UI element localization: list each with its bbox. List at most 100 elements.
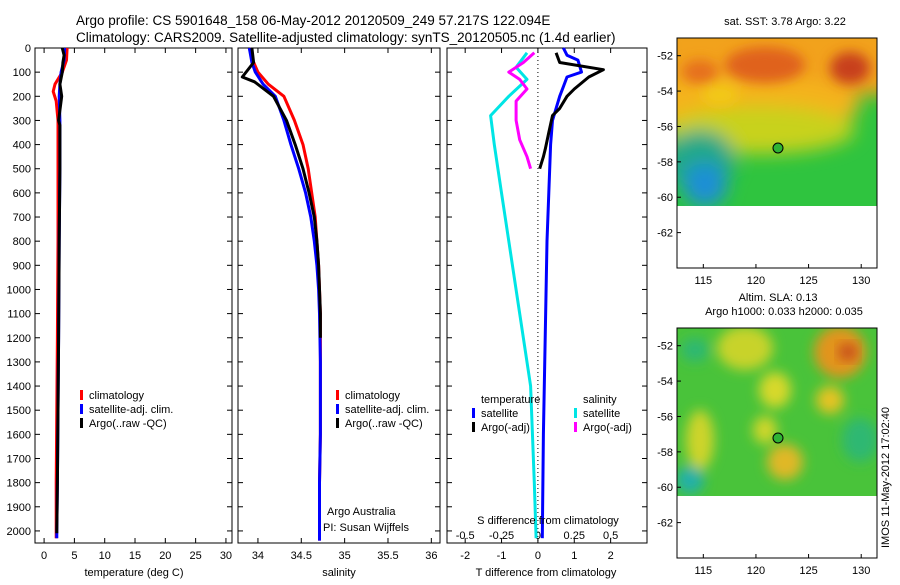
depth-tick-label: 1500 xyxy=(7,405,31,417)
legend-swatch xyxy=(472,408,475,418)
sla-field xyxy=(677,328,877,496)
sst-field xyxy=(677,38,877,206)
argo-float-marker-sla xyxy=(772,432,784,444)
difference-panel: -2 -1 0 1 2 -0.5 -0.25 0 0.25 0.5 temperature sat… xyxy=(446,47,648,579)
depth-tick-label: 1100 xyxy=(7,309,31,321)
legend-swatch xyxy=(472,422,475,432)
latitude-tick-label: -54 xyxy=(657,376,673,388)
s-diff-tick-label: -0.5 xyxy=(456,530,475,542)
legend-label: climatology xyxy=(345,390,401,402)
depth-tick-label: 1900 xyxy=(7,502,31,514)
latitude-tick-label: -54 xyxy=(657,86,673,98)
s-difference-label: S difference from climatology xyxy=(477,515,619,527)
difference-legend: temperature satellite Argo(-adj) salinity sa… xyxy=(472,394,632,434)
legend-group-title: salinity xyxy=(583,394,617,406)
legend-swatch xyxy=(80,418,83,428)
annotation-pi: PI: Susan Wijffels xyxy=(323,522,409,534)
latitude-tick-label: -56 xyxy=(657,411,673,423)
t-difference-label: T difference from climatology xyxy=(476,567,617,579)
x-tick-label: 0 xyxy=(535,550,541,562)
sla-map-subtitle: Argo h1000: 0.033 h2000: 0.035 xyxy=(705,306,863,318)
depth-tick-label: 300 xyxy=(13,115,31,127)
x-tick-label: 1 xyxy=(571,550,577,562)
s-diff-tick-label: -0.25 xyxy=(489,530,514,542)
legend-label: Argo(..raw -QC) xyxy=(89,418,167,430)
salinity-panel: 34 34.5 35 35.5 36 climatology satellite-adj.… xyxy=(237,47,441,579)
latitude-tick-label: -62 xyxy=(657,228,673,240)
sla-map-panel: Altim. SLA: 0.13 Argo h1000: 0.033 h2000… xyxy=(657,292,878,577)
sla-map-title: Altim. SLA: 0.13 xyxy=(739,292,818,304)
sst-map-panel: sat. SST: 3.78 Argo: 3.22 115 120 125 130 -5… xyxy=(657,16,878,287)
salinity-x-ticks: 34 34.5 35 35.5 36 xyxy=(238,47,440,562)
latitude-tick-label: -52 xyxy=(657,51,673,63)
s-diff-tick-label: 0 xyxy=(535,530,541,542)
depth-tick-label: 800 xyxy=(13,236,31,248)
legend-swatch xyxy=(80,404,83,414)
depth-tick-label: 2000 xyxy=(7,526,31,538)
temperature-axes-frame xyxy=(34,47,233,544)
legend-label: Argo(-adj) xyxy=(481,422,530,434)
x-tick-label: -2 xyxy=(460,550,470,562)
legend-group-title: temperature xyxy=(481,394,540,406)
header-line-2: Climatology: CARS2009. Satellite-adjuste… xyxy=(76,30,616,45)
series-line-satellite xyxy=(489,51,538,539)
longitude-tick-label: 120 xyxy=(747,565,765,577)
longitude-tick-label: 130 xyxy=(852,275,870,287)
latitude-tick-label: -52 xyxy=(657,341,673,353)
depth-tick-label: 1800 xyxy=(7,478,31,490)
imos-timestamp-label: IMOS 11-May-2012 17:02:40 xyxy=(880,407,892,548)
x-tick-label: 0 xyxy=(41,550,47,562)
series-line-argo-adj- xyxy=(538,52,605,170)
header-line-1: Argo profile: CS 5901648_158 06-May-2012… xyxy=(76,13,550,28)
legend-label: satellite xyxy=(583,408,620,420)
series-line-argo-raw-qc- xyxy=(55,47,66,534)
legend-label: Argo(-adj) xyxy=(583,422,632,434)
legend-label: climatology xyxy=(89,390,145,402)
difference-x-ticks: -2 -1 0 1 2 xyxy=(447,47,647,562)
latitude-tick-label: -62 xyxy=(657,518,673,530)
depth-tick-label: 1700 xyxy=(7,453,31,465)
salinity-profiles xyxy=(240,47,322,541)
latitude-tick-label: -58 xyxy=(657,447,673,459)
legend-label: satellite-adj. clim. xyxy=(89,404,173,416)
x-tick-label: 2 xyxy=(608,550,614,562)
annotation-argo-australia: Argo Australia xyxy=(327,506,396,518)
salinity-difference-ticks: -0.5 -0.25 0 0.25 0.5 xyxy=(456,530,619,542)
longitude-tick-label: 130 xyxy=(852,565,870,577)
x-tick-label: -1 xyxy=(497,550,507,562)
x-tick-label: 34.5 xyxy=(291,550,312,562)
depth-tick-label: 400 xyxy=(13,140,31,152)
legend-swatch xyxy=(80,390,83,400)
salinity-xlabel: salinity xyxy=(322,567,356,579)
legend-label: satellite xyxy=(481,408,518,420)
difference-profiles xyxy=(489,47,605,539)
salinity-legend: climatology satellite-adj. clim. Argo(..ra… xyxy=(336,390,429,430)
sst-map-frame xyxy=(676,37,878,269)
x-tick-label: 30 xyxy=(220,550,232,562)
s-diff-tick-label: 0.5 xyxy=(603,530,618,542)
legend-swatch xyxy=(574,408,577,418)
x-tick-label: 35.5 xyxy=(377,550,398,562)
x-tick-label: 5 xyxy=(71,550,77,562)
sla-map-ticks: 115 120 125 130 -52 -54 -56 -58 -60 -62 xyxy=(657,341,870,577)
depth-tick-label: 900 xyxy=(13,260,31,272)
x-tick-label: 34 xyxy=(252,550,264,562)
latitude-tick-label: -58 xyxy=(657,157,673,169)
depth-tick-label: 0 xyxy=(25,43,31,55)
longitude-tick-label: 125 xyxy=(799,275,817,287)
series-line-argo-raw-qc- xyxy=(240,47,322,338)
latitude-tick-label: -60 xyxy=(657,192,673,204)
x-tick-label: 36 xyxy=(425,550,437,562)
depth-tick-label: 1200 xyxy=(7,333,31,345)
latitude-tick-label: -56 xyxy=(657,121,673,133)
temperature-x-ticks: 0 5 10 15 20 25 30 xyxy=(35,47,232,562)
argo-float-marker-sst xyxy=(772,142,784,154)
longitude-tick-label: 125 xyxy=(799,565,817,577)
x-tick-label: 10 xyxy=(99,550,111,562)
sst-map-ticks: 115 120 125 130 -52 -54 -56 -58 -60 -62 xyxy=(657,51,870,287)
legend-swatch xyxy=(574,422,577,432)
depth-tick-label: 1000 xyxy=(7,284,31,296)
series-line-satellite-adj-clim- xyxy=(247,47,322,541)
legend-swatch xyxy=(336,390,339,400)
